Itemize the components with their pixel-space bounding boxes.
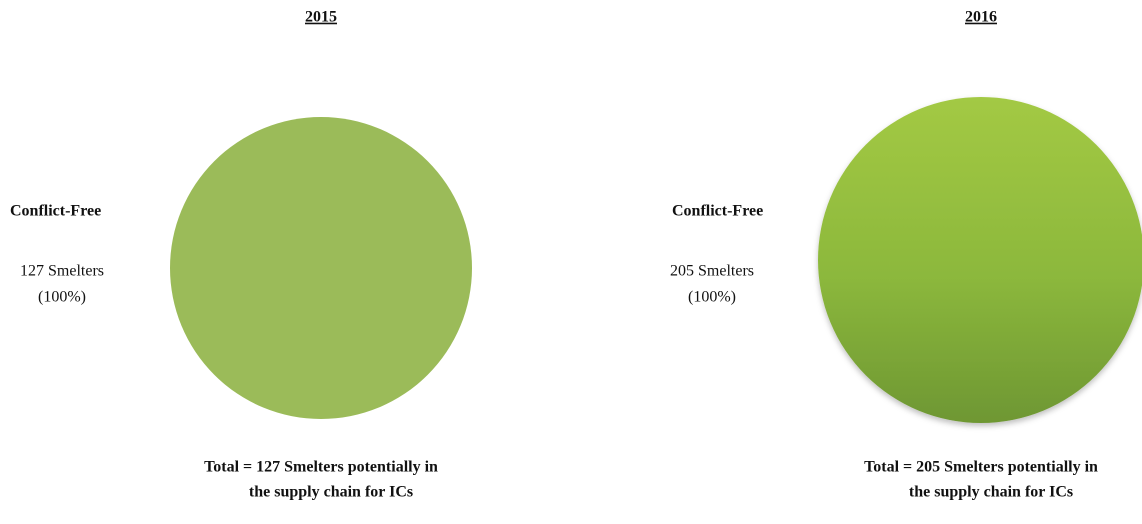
pie-slice bbox=[170, 117, 472, 419]
note: the supply chain for ICs bbox=[249, 484, 413, 501]
chart-title: 2015 bbox=[305, 9, 337, 26]
slice-label: Conflict-Free bbox=[672, 203, 763, 220]
smelter-label: 205 Smelters bbox=[670, 263, 754, 280]
value-label: (100%) bbox=[688, 289, 736, 306]
chart-title: 2016 bbox=[965, 9, 997, 26]
note: Total = 127 Smelters potentially in bbox=[204, 459, 438, 476]
pie-slice bbox=[818, 97, 1142, 423]
value-label: (100%) bbox=[38, 289, 86, 306]
note: Total = 205 Smelters potentially in bbox=[864, 459, 1098, 476]
smelter-label: 127 Smelters bbox=[20, 263, 104, 280]
note: the supply chain for ICs bbox=[909, 484, 1073, 501]
slice-label: Conflict-Free bbox=[10, 203, 101, 220]
